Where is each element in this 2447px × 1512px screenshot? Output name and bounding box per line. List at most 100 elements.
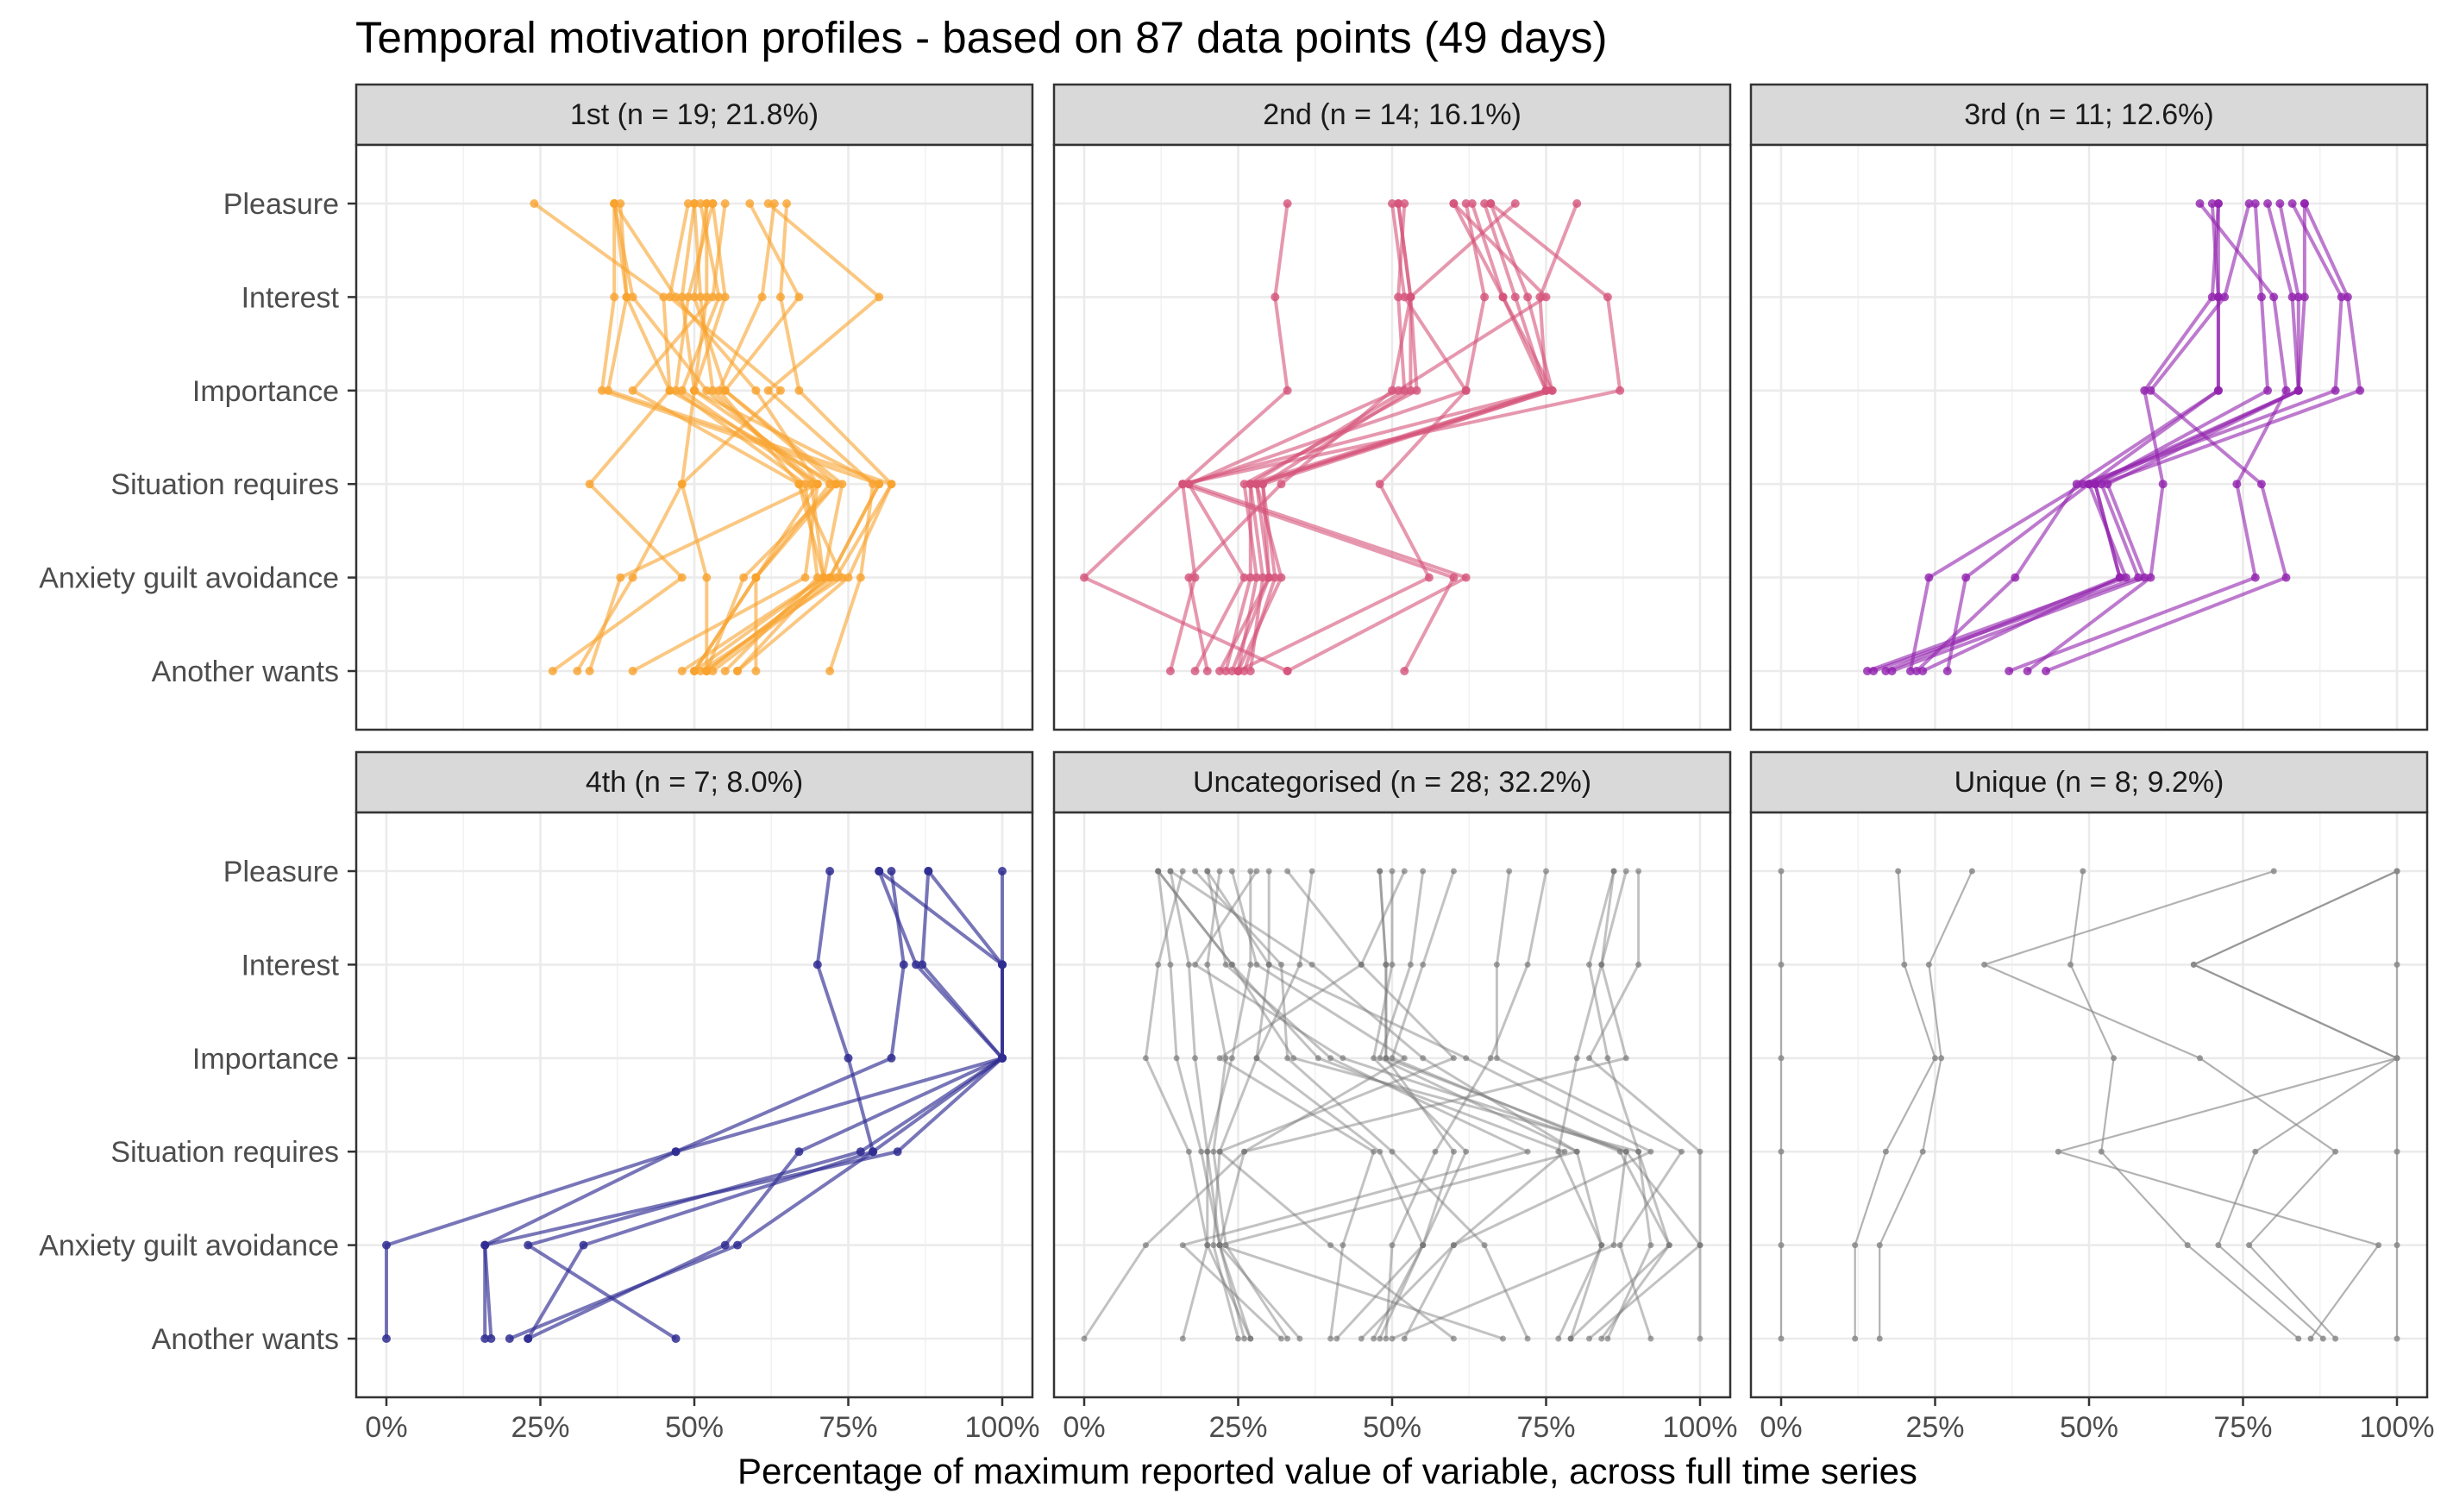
data-point [1463,1055,1470,1062]
data-point [1524,1335,1531,1342]
data-point [1142,1055,1149,1062]
data-point [573,667,582,675]
data-point [1340,1055,1346,1062]
data-point [1561,1148,1568,1155]
data-point [1245,480,1255,489]
data-point [1389,1055,1396,1062]
data-point [2158,480,2168,489]
profile-line [2069,870,2300,1339]
data-point [887,480,896,489]
data-point [1333,1335,1340,1342]
profile-line [1237,203,1487,673]
panel-border [1749,143,2429,731]
y-tick-label: Anxiety guilt avoidance [39,1230,339,1263]
data-point [2146,573,2155,582]
data-point [1610,1242,1617,1249]
data-point [875,867,884,875]
data-point [1604,1335,1611,1342]
data-point [1192,961,1199,968]
data-point [628,292,637,302]
data-point [763,199,773,208]
data-point [1400,292,1409,302]
data-point [1778,1148,1785,1155]
profile-line [1879,870,1973,1339]
data-point [690,292,699,302]
data-point [2256,480,2266,489]
profile-line [1873,203,2362,673]
data-point [825,573,835,582]
data-point [1925,961,1932,968]
data-point [1450,1335,1457,1342]
data-point [486,1334,496,1343]
data-point [1678,1148,1685,1155]
data-point [690,199,699,208]
data-point [739,573,749,582]
data-point [1555,1148,1562,1155]
data-point [825,667,835,675]
profile-line [1908,203,2343,672]
data-point [1277,961,1284,968]
data-point [597,386,606,395]
data-point [2263,386,2273,395]
data-point [813,960,822,969]
data-point [1480,292,1490,302]
facet-panel: Uncategorised (n = 28; 32.2%) 0% 25% 50% 75%… [1052,750,1737,1444]
profile-line [1206,870,1289,1339]
profile-line [1187,202,1548,673]
data-point [2343,292,2352,302]
data-point [1271,573,1280,582]
data-point [800,573,810,582]
profile-line [1181,202,1622,672]
data-point [1778,1335,1785,1342]
x-tick-label: 50% [665,1411,724,1444]
data-point [1598,1242,1605,1249]
data-point [505,1334,514,1343]
data-point [585,480,594,489]
data-point [825,867,835,875]
data-point [1264,573,1274,582]
data-point [1778,1242,1785,1249]
facet-panel: 1st (n = 19; 21.8%) Pleasure Interest Impor… [39,83,1034,731]
data-point [751,573,761,582]
data-point [1258,573,1268,582]
facet-strip [1749,83,2429,147]
data-point [1271,292,1280,302]
data-point [720,386,730,395]
data-point [732,667,742,675]
data-point [702,199,712,208]
data-point [720,667,730,675]
data-point [2246,1242,2253,1249]
data-point [720,1240,730,1250]
profile-line [612,203,838,671]
profile-line [533,202,684,673]
data-point [2080,868,2086,875]
data-point [1463,1148,1470,1155]
data-point [1283,667,1292,675]
profile-line [2045,203,2288,673]
profile-line [1157,870,1671,1340]
data-point [1245,667,1255,675]
data-point [1377,1148,1383,1155]
data-point [1358,961,1365,968]
data-point [2244,199,2254,208]
profile-line [1212,871,1271,1339]
data-point [838,480,847,489]
x-tick-label: 100% [2360,1411,2435,1444]
data-point [1547,386,1557,395]
data-point [548,667,557,675]
data-point [1401,868,1408,875]
data-point [1389,1335,1396,1342]
data-point [1622,1055,1629,1062]
data-point [1308,961,1315,968]
data-point [1622,868,1629,875]
data-point [2207,292,2217,302]
data-point [683,292,693,302]
y-tick-label: Another wants [152,1323,339,1356]
data-point [2213,292,2223,302]
facet-strip [355,750,1034,814]
data-point [1394,386,1403,395]
y-tick-label: Situation requires [110,468,339,501]
data-point [2134,573,2143,582]
data-point [2184,1242,2191,1249]
data-point [899,960,908,969]
